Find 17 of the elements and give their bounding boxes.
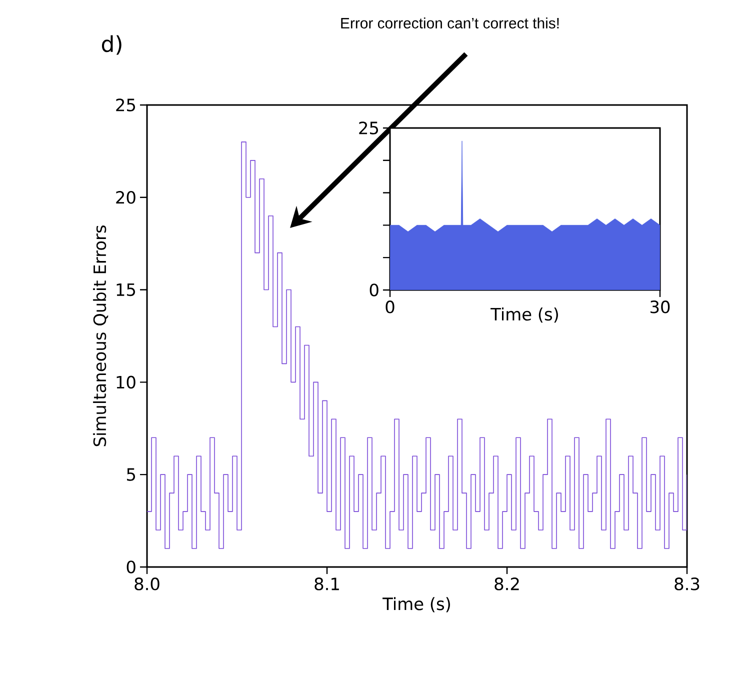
y-tick-label: 15: [116, 283, 136, 296]
y-tick-label: 20: [116, 190, 136, 204]
y-tick-label: 0: [126, 560, 136, 574]
y-tick-label: 25: [116, 98, 136, 112]
x-tick-label: 30: [650, 300, 670, 314]
x-tick-label: 8.1: [314, 578, 339, 590]
y-tick-label: 5: [127, 468, 136, 481]
x-tick-label: 8.0: [134, 578, 160, 590]
text: d): [102, 35, 122, 55]
x-axis-title: Time (s): [490, 307, 558, 323]
x-axis-title: Time (s): [382, 597, 450, 612]
text: Error correction can’t correct this!: [341, 18, 559, 28]
y-axis-title: Simultaneous Qubit Errors: [93, 226, 108, 446]
y-tick-label: 25: [359, 122, 378, 134]
y-tick-label: 10: [116, 376, 136, 389]
x-tick-label: 8.2: [494, 578, 519, 590]
x-tick-label: 8.3: [674, 578, 700, 590]
